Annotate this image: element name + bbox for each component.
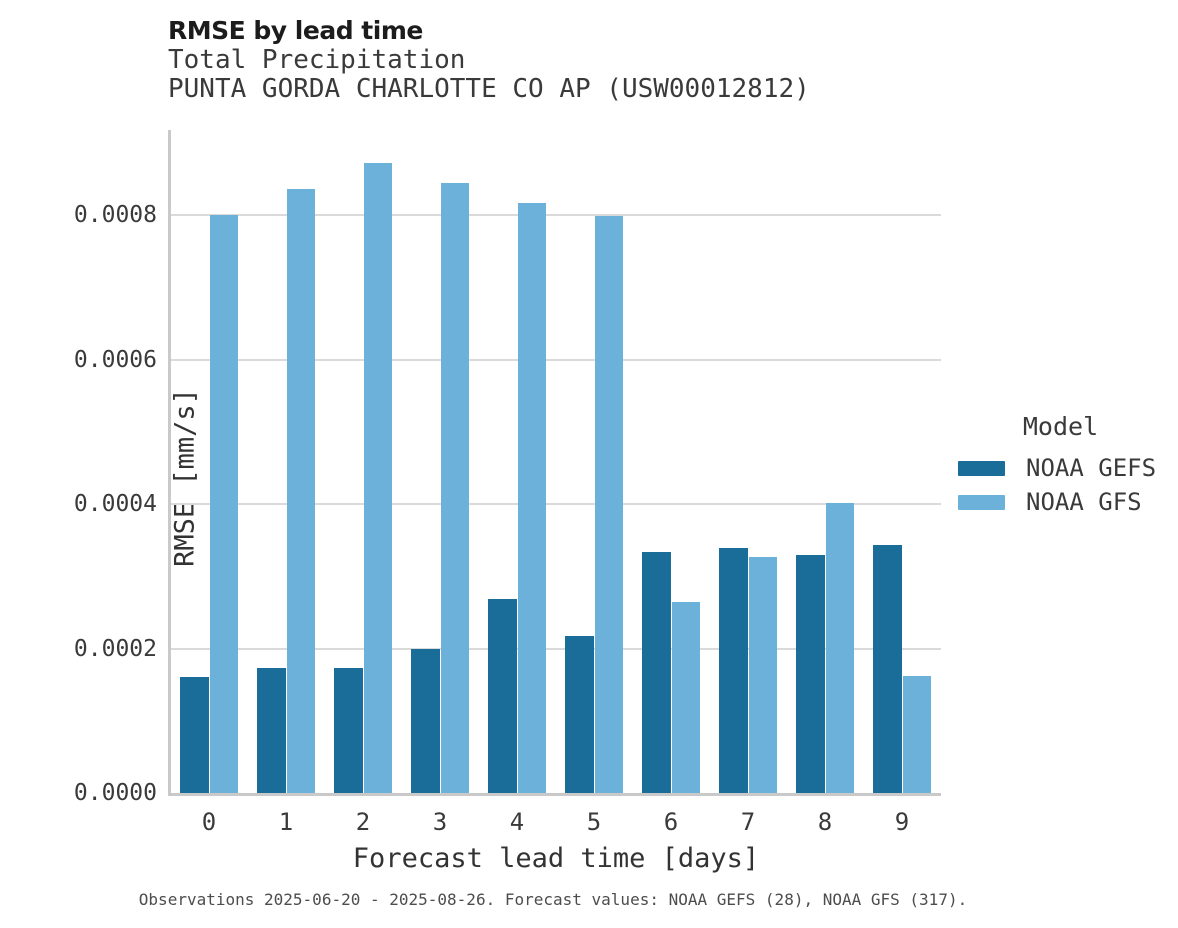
legend-swatch-noaa-gefs <box>958 460 1005 476</box>
x-tick-label-5: 5 <box>586 808 602 836</box>
x-tick-label-9: 9 <box>894 808 910 836</box>
legend-label-noaa-gefs: NOAA GEFS <box>1026 454 1157 482</box>
bar-noaa-gfs-lead-3 <box>440 182 469 793</box>
legend-label-noaa-gfs: NOAA GFS <box>1026 488 1142 516</box>
gridline-y-0.0006 <box>171 358 941 361</box>
figure-caption: Observations 2025-06-20 - 2025-08-26. Fo… <box>138 890 968 909</box>
x-tick-label-4: 4 <box>509 808 525 836</box>
bar-noaa-gfs-lead-2 <box>363 162 392 793</box>
bar-noaa-gefs-lead-0 <box>180 676 209 793</box>
x-tick-label-6: 6 <box>663 808 679 836</box>
chart-title: RMSE by lead time <box>168 16 423 45</box>
gridline-y-0.0002 <box>171 647 941 650</box>
y-tick-label-0.0000: 0.0000 <box>73 780 157 806</box>
bar-noaa-gfs-lead-1 <box>286 189 315 793</box>
x-tick-label-8: 8 <box>817 808 833 836</box>
legend-row-noaa-gefs: NOAA GEFS <box>958 451 1163 485</box>
y-axis-label: RMSE [mm/s] <box>169 388 201 567</box>
chart-header: RMSE by lead time Total Precipitation PU… <box>168 16 810 104</box>
bar-noaa-gefs-lead-3 <box>411 649 440 793</box>
bar-noaa-gfs-lead-8 <box>825 503 854 793</box>
bar-noaa-gefs-lead-9 <box>873 545 902 793</box>
bar-noaa-gfs-lead-0 <box>209 215 238 793</box>
bar-noaa-gefs-lead-1 <box>257 668 286 793</box>
x-tick-label-3: 3 <box>432 808 448 836</box>
legend-row-noaa-gfs: NOAA GFS <box>958 485 1163 519</box>
gridline-y-0.0008 <box>171 214 941 216</box>
bar-noaa-gfs-lead-6 <box>671 602 700 793</box>
bar-noaa-gefs-lead-2 <box>334 668 363 793</box>
y-tick-label-0.0004: 0.0004 <box>73 491 157 517</box>
bar-noaa-gfs-lead-7 <box>748 556 777 793</box>
y-tick-label-0.0002: 0.0002 <box>73 635 157 662</box>
bar-noaa-gfs-lead-4 <box>517 203 546 793</box>
y-tick-label-0.0006: 0.0006 <box>73 346 157 373</box>
y-tick-label-0.0008: 0.0008 <box>73 202 157 228</box>
chart-subtitle-station: PUNTA GORDA CHARLOTTE CO AP (USW00012812… <box>168 74 810 104</box>
legend-swatch-noaa-gfs <box>958 494 1005 510</box>
x-tick-label-2: 2 <box>355 808 371 836</box>
gridline-y-0.0004 <box>171 503 941 505</box>
chart-subtitle-variable: Total Precipitation <box>168 45 466 75</box>
legend-title: Model <box>1022 412 1099 441</box>
bar-noaa-gefs-lead-7 <box>719 548 748 793</box>
bar-noaa-gefs-lead-4 <box>488 599 517 793</box>
bar-noaa-gefs-lead-5 <box>565 636 594 793</box>
x-axis-label: Forecast lead time [days] <box>352 843 760 874</box>
bar-noaa-gfs-lead-9 <box>902 675 931 793</box>
x-tick-label-0: 0 <box>201 808 217 836</box>
legend: Model NOAA GEFS NOAA GFS <box>958 412 1163 519</box>
bar-noaa-gfs-lead-5 <box>594 215 623 793</box>
plot-area: RMSE [mm/s] Forecast lead time [days] 0.… <box>74 130 941 874</box>
x-tick-label-7: 7 <box>740 808 756 836</box>
bar-noaa-gefs-lead-6 <box>642 551 671 793</box>
x-tick-label-1: 1 <box>278 808 294 836</box>
bar-noaa-gefs-lead-8 <box>796 554 825 793</box>
